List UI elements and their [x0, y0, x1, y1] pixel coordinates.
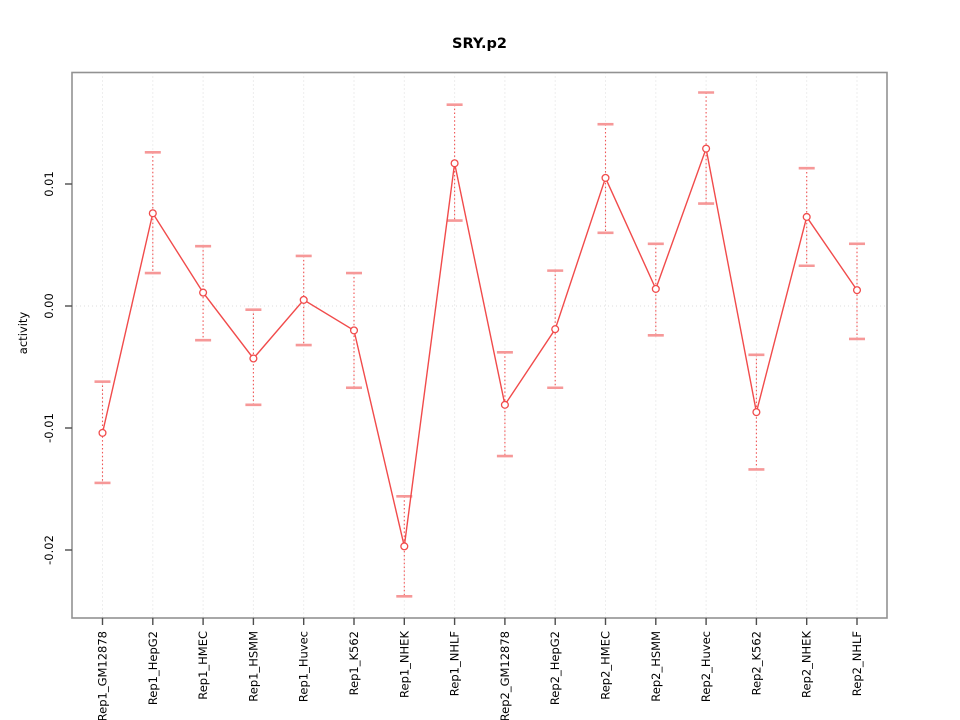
data-point [249, 354, 258, 363]
data-point [500, 400, 509, 409]
data-point [98, 428, 107, 437]
data-point [551, 325, 560, 334]
data-point [651, 284, 660, 293]
data-point [148, 209, 157, 218]
x-tick-label: Rep2_NHLF [850, 631, 864, 696]
data-point [299, 295, 308, 304]
x-tick-label: Rep2_HMEC [599, 631, 613, 700]
x-tick-label: Rep2_GM12878 [498, 631, 512, 720]
x-tick-label: Rep2_HSMM [649, 631, 663, 702]
y-tick-label: -0.01 [42, 413, 56, 443]
data-point [752, 408, 761, 417]
data-line [101, 145, 858, 547]
x-tick-label: Rep1_NHLF [448, 631, 462, 696]
x-tick-label: Rep2_NHEK [800, 631, 814, 698]
y-axis-label: activity [16, 312, 30, 355]
y-tick-label: 0.01 [42, 171, 56, 197]
data-point [450, 159, 459, 168]
y-tick-label: -0.02 [42, 535, 56, 565]
x-tick-label: Rep1_HSMM [246, 631, 260, 702]
data-point [802, 212, 811, 221]
x-tick-label: Rep2_HepG2 [548, 631, 562, 705]
data-point [400, 542, 409, 551]
chart-title: SRY.p2 [452, 36, 507, 52]
x-tick-label: Rep2_K562 [749, 631, 763, 695]
data-point [702, 144, 711, 153]
data-point [852, 286, 862, 295]
x-tick-label: Rep1_K562 [347, 631, 361, 695]
data-point [601, 173, 610, 182]
plot-box [71, 71, 888, 619]
x-tick-label: Rep1_Huvec [297, 631, 311, 702]
y-tick-label: 0.00 [42, 293, 56, 319]
x-tick-label: Rep1_GM12878 [96, 631, 110, 720]
x-tick-label: Rep2_Huvec [699, 631, 713, 702]
x-tick-label: Rep1_HepG2 [146, 631, 160, 705]
x-tick-label: Rep1_HMEC [196, 631, 210, 700]
data-point [199, 288, 208, 297]
x-tick-label: Rep1_NHEK [397, 631, 411, 698]
data-point [349, 326, 359, 335]
